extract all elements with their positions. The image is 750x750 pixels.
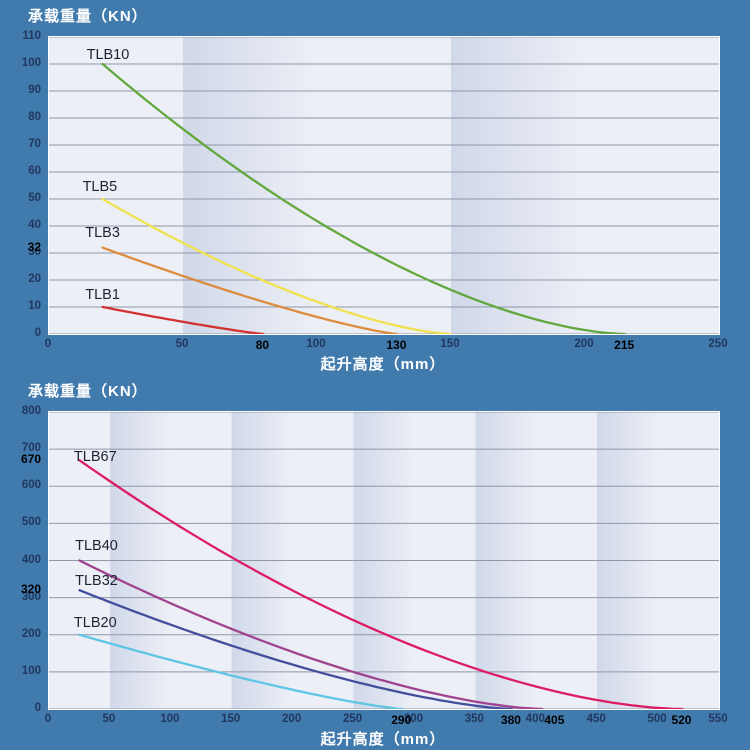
x-tick-label-0: 0	[44, 713, 52, 725]
x-tick-label-200: 200	[574, 338, 594, 350]
y-tick-label-100: 100	[21, 664, 41, 677]
x-tick-label-special-405: 405	[544, 713, 565, 727]
y-tick-label-100: 100	[21, 57, 41, 69]
x-axis-tick-labels: 0 50 100 150 200 250 300 350 400 450 500 550 290 380 4…	[44, 713, 728, 729]
chart-bottom: 承载重量（KN） TLB67 TLB40 TLB32 TLB20 0 100 200 300 40…	[0, 375, 750, 750]
y-axis-title: 承载重量（KN）	[28, 383, 148, 400]
x-tick-label-100: 100	[160, 713, 180, 725]
x-axis-title: 起升高度（mm）	[320, 731, 446, 748]
y-tick-label-110: 110	[22, 30, 41, 42]
series-label-TLB10: TLB10	[86, 46, 130, 63]
series-label-TLB67: TLB67	[73, 448, 117, 465]
x-tick-label-special-520: 520	[671, 713, 692, 727]
x-tick-label-50: 50	[175, 338, 189, 350]
y-tick-label-70: 70	[28, 138, 41, 150]
y-tick-label-50: 50	[28, 192, 41, 204]
x-tick-label-150: 150	[221, 713, 241, 725]
y-tick-label-0: 0	[34, 702, 41, 714]
curve-TLB5	[101, 197, 453, 334]
y-tick-label-special-320: 320	[20, 582, 41, 597]
y-tick-label-700: 700	[21, 442, 41, 455]
curve-TLB10	[101, 62, 627, 334]
curves-svg	[49, 37, 719, 334]
curve-TLB20	[78, 633, 404, 709]
y-tick-label-300: 300	[21, 590, 41, 603]
x-tick-label-350: 350	[464, 713, 484, 725]
x-tick-label-50: 50	[102, 713, 116, 725]
x-tick-label-200: 200	[282, 713, 302, 725]
y-tick-label-800: 800	[21, 405, 41, 417]
y-axis-title: 承载重量（KN）	[28, 8, 148, 25]
series-label-TLB1: TLB1	[85, 286, 120, 303]
y-tick-label-80: 80	[28, 111, 41, 123]
series-label-TLB32: TLB32	[75, 573, 118, 590]
curve-TLB67	[78, 459, 684, 709]
plot-area: TLB67 TLB40 TLB32 TLB20	[48, 411, 720, 710]
x-tick-label-150: 150	[440, 338, 460, 350]
x-axis-title: 起升高度（mm）	[320, 356, 446, 373]
y-tick-label-40: 40	[28, 219, 41, 231]
series-label-TLB3: TLB3	[85, 224, 120, 241]
plot-area: TLB10 TLB5 TLB3 TLB1	[48, 36, 720, 335]
y-tick-label-special-32: 32	[27, 239, 41, 254]
curve-TLB3	[101, 246, 399, 334]
x-tick-label-special-380: 380	[500, 713, 521, 727]
y-tick-label-20: 20	[28, 273, 41, 285]
x-tick-label-special-130: 130	[386, 338, 407, 352]
y-tick-label-60: 60	[28, 165, 41, 177]
y-axis-tick-labels: 0 10 20 30 40 50 60 70 80 90 100 110 32	[0, 30, 44, 339]
x-tick-label-250: 250	[342, 713, 363, 725]
y-tick-label-600: 600	[21, 479, 41, 492]
y-tick-label-500: 500	[21, 516, 41, 529]
curves-svg	[49, 412, 719, 709]
y-tick-label-special-670: 670	[20, 452, 41, 467]
x-tick-label-450: 450	[586, 713, 606, 725]
y-tick-label-90: 90	[28, 84, 41, 96]
x-tick-label-special-290: 290	[391, 713, 412, 727]
y-tick-label-400: 400	[21, 553, 41, 566]
x-tick-label-100: 100	[306, 338, 326, 350]
x-tick-label-250: 250	[708, 338, 728, 350]
curve-TLB32	[78, 589, 514, 709]
series-label-TLB20: TLB20	[73, 615, 117, 632]
y-tick-label-200: 200	[21, 627, 41, 640]
y-tick-label-10: 10	[28, 300, 41, 312]
chart-top: 承载重量（KN） TLB10 TLB5 TLB3 TLB1 0 10 20 30 40 50 60 70…	[0, 8, 728, 373]
x-axis-tick-labels: 0 50 100 150 200 250 80 130 215	[44, 338, 728, 354]
x-tick-label-special-215: 215	[614, 338, 635, 352]
curve-TLB40	[78, 559, 544, 709]
x-tick-label-300: 300	[403, 713, 424, 725]
x-tick-label-0: 0	[44, 338, 52, 350]
x-tick-label-special-80: 80	[255, 338, 270, 352]
y-tick-label-30: 30	[28, 246, 41, 258]
x-tick-label-500: 500	[647, 713, 667, 725]
series-label-TLB40: TLB40	[75, 537, 118, 554]
y-tick-label-0: 0	[34, 327, 41, 339]
series-label-TLB5: TLB5	[82, 178, 118, 195]
x-tick-label-550: 550	[708, 713, 728, 725]
x-tick-label-400: 400	[525, 713, 545, 725]
curve-TLB1	[101, 305, 265, 334]
y-axis-tick-labels: 0 100 200 300 400 500 600 700 800 670 320	[0, 405, 44, 714]
